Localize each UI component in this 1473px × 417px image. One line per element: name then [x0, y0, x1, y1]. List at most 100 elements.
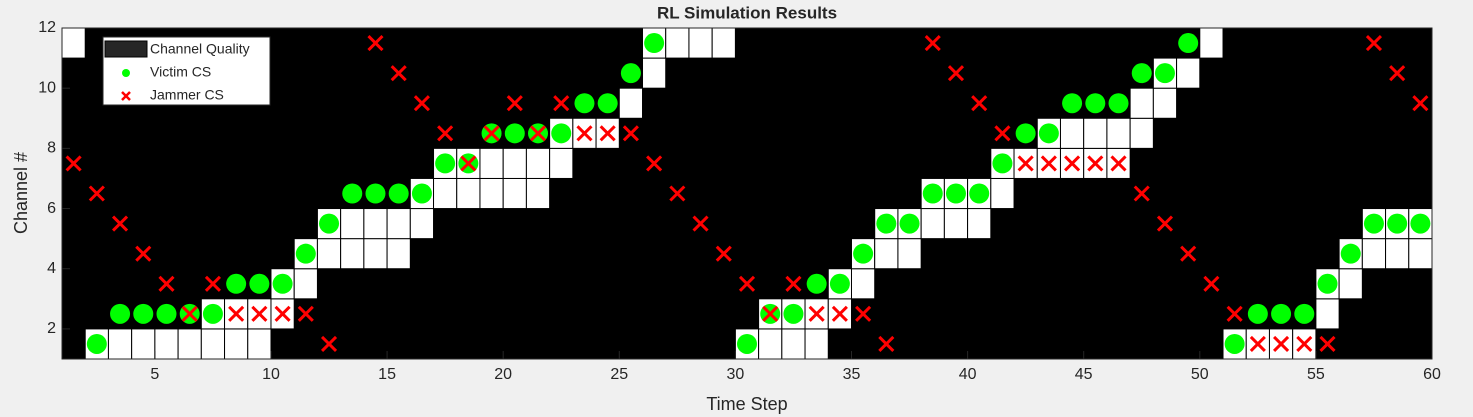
quality-cell	[200, 328, 226, 360]
quality-cell	[1385, 238, 1410, 270]
quality-cell	[479, 147, 504, 179]
y-tick-label: 2	[47, 320, 56, 337]
legend-swatch	[121, 91, 131, 101]
x-tick-label: 25	[610, 366, 628, 383]
y-tick-label: 4	[47, 260, 56, 277]
x-tick-label: 45	[1075, 366, 1093, 383]
jammer-marker	[1203, 275, 1220, 292]
x-axis-label: Time Step	[706, 394, 787, 414]
y-tick-label: 8	[47, 140, 56, 157]
victim-marker	[342, 183, 363, 204]
quality-cell	[1152, 87, 1178, 119]
x-tick-label: 5	[150, 366, 159, 383]
jammer-marker	[204, 275, 221, 292]
jammer-marker	[599, 125, 616, 142]
quality-cell	[1408, 238, 1433, 270]
jammer-marker	[111, 215, 129, 232]
legend-swatch	[104, 40, 148, 58]
quality-cell	[1083, 117, 1108, 149]
quality-cell	[897, 238, 922, 270]
jammer-marker	[483, 125, 500, 142]
jammer-marker	[1296, 335, 1313, 353]
victim-marker	[156, 303, 177, 324]
quality-cell	[363, 238, 388, 270]
victim-marker	[1363, 213, 1384, 234]
victim-marker	[945, 183, 966, 204]
quality-cell	[433, 177, 458, 210]
victim-marker	[1410, 213, 1431, 234]
jammer-marker	[65, 155, 82, 172]
jammer-marker	[715, 245, 732, 262]
victim-marker	[1294, 303, 1315, 324]
victim-marker	[272, 273, 293, 294]
victim-marker	[319, 213, 340, 234]
jammer-marker	[947, 65, 965, 82]
victim-marker	[1317, 273, 1338, 294]
jammer-marker	[994, 125, 1011, 142]
victim-marker	[1247, 303, 1268, 324]
quality-cell	[61, 27, 86, 59]
quality-cell	[131, 328, 156, 360]
jammer-marker	[1389, 65, 1406, 82]
quality-cell	[456, 177, 481, 210]
jammer-marker	[228, 305, 245, 322]
quality-cell	[990, 177, 1015, 210]
y-tick-label: 6	[47, 200, 56, 217]
quality-cell	[154, 328, 179, 360]
jammer-marker	[785, 275, 802, 292]
victim-marker	[620, 63, 641, 84]
victim-marker	[110, 303, 131, 324]
victim-marker	[783, 303, 804, 324]
jammer-marker	[274, 305, 291, 322]
jammer-marker	[1017, 155, 1034, 172]
x-tick-label: 35	[843, 366, 861, 383]
victim-marker	[295, 243, 316, 264]
quality-cell	[293, 268, 318, 300]
victim-marker	[806, 273, 827, 294]
quality-cell	[1106, 117, 1131, 149]
jammer-marker	[88, 185, 105, 202]
legend-swatch	[122, 69, 130, 77]
legend-label: Channel Quality	[150, 41, 250, 57]
victim-marker	[1062, 93, 1083, 114]
jammer-marker	[297, 305, 314, 322]
jammer-marker	[1087, 155, 1104, 172]
x-tick-label: 30	[726, 366, 744, 383]
quality-cell	[758, 328, 783, 360]
jammer-marker	[738, 275, 756, 292]
jammer-marker	[1319, 335, 1336, 353]
victim-marker	[922, 183, 943, 204]
axes-frame	[61, 27, 1433, 360]
jammer-marker	[181, 305, 198, 322]
quality-cell	[1059, 117, 1085, 149]
quality-cell	[316, 238, 342, 270]
jammer-marker	[1064, 155, 1081, 172]
jammer-marker	[924, 34, 941, 52]
jammer-marker	[413, 95, 430, 112]
quality-cell	[224, 328, 249, 360]
quality-cell	[1176, 57, 1201, 89]
victim-marker	[1038, 123, 1059, 144]
x-tick-label: 15	[378, 366, 396, 383]
quality-cell	[1361, 238, 1387, 270]
quality-cell	[502, 147, 527, 179]
jammer-marker	[1273, 335, 1290, 353]
y-tick-label: 10	[38, 79, 56, 96]
victim-marker	[1085, 93, 1106, 114]
victim-marker	[597, 93, 618, 114]
quality-cell	[363, 208, 388, 240]
victim-marker	[86, 333, 107, 354]
victim-marker	[411, 183, 432, 204]
quality-cell	[502, 177, 527, 210]
victim-marker	[365, 183, 386, 204]
victim-marker	[1224, 333, 1245, 354]
x-tick-label: 60	[1423, 366, 1441, 383]
victim-marker	[574, 93, 595, 114]
jammer-marker	[437, 125, 454, 142]
jammer-marker	[506, 95, 523, 112]
jammer-marker	[1156, 215, 1174, 232]
victim-marker	[876, 213, 897, 234]
x-tick-label: 20	[494, 366, 512, 383]
jammer-marker	[1133, 185, 1150, 202]
jammer-marker	[878, 335, 895, 353]
